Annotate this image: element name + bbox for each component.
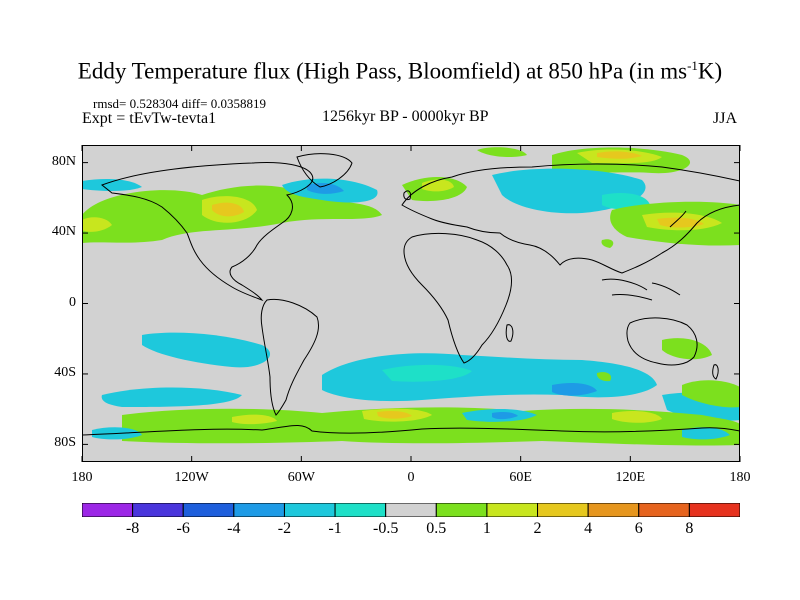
colorbar-label: 8 (685, 520, 694, 537)
contour-positive (82, 217, 112, 232)
contour-positive (377, 411, 412, 419)
colorbar-label: -0.5 (373, 520, 399, 537)
contour-negative (101, 387, 242, 407)
colorbar-segment (182, 503, 235, 517)
lat-label: 40S (54, 364, 76, 380)
contour-positive (612, 411, 662, 423)
contour-negative (307, 183, 344, 194)
coastline-japan (669, 210, 687, 228)
lon-label: 180 (729, 470, 751, 485)
colorbar-segment (334, 503, 387, 517)
lon-label: 180 (71, 470, 93, 485)
coastline-antarctica (82, 424, 740, 436)
world-map (82, 145, 740, 462)
lon-label: 120W (174, 470, 209, 485)
coastline-eurasia (401, 163, 740, 274)
contour-positive (657, 217, 704, 228)
coastline-australia (626, 317, 698, 366)
map-title: Eddy Temperature flux (High Pass, Bloomf… (77, 58, 723, 84)
contour-positive (232, 414, 277, 425)
contour-negative (552, 383, 597, 396)
rmsd-stats: rmsd= 0.528304 diff= 0.0358819 (93, 96, 266, 111)
coastline-new-zealand (712, 364, 719, 380)
contour-positive (422, 179, 454, 192)
contour-positive (477, 147, 527, 158)
colorbar-segment (233, 503, 285, 517)
coastlines (82, 153, 740, 436)
colorbar-segment (537, 503, 589, 517)
colorbar-label: 2 (533, 520, 542, 537)
lon-label: 60E (509, 470, 532, 485)
coastline-uk (403, 190, 411, 201)
period-label: 1256kyr BP - 0000kyr BP (322, 108, 489, 125)
coastline-africa (403, 232, 512, 364)
colorbar-label: 4 (584, 520, 593, 537)
contour-positive (122, 407, 740, 446)
colorbar-label: -8 (125, 520, 140, 537)
colorbar-label: -2 (277, 520, 292, 537)
experiment-label: Expt = tEvTw-tevta1 (82, 110, 217, 127)
lon-label: 120E (615, 470, 646, 485)
flux-contours (82, 147, 740, 446)
colorbar-segment (82, 503, 134, 517)
colorbar-label: -1 (328, 520, 342, 537)
colorbar-segment (688, 503, 740, 517)
contour-positive (682, 380, 740, 408)
colorbar-segment (638, 503, 690, 517)
lat-label: 80N (51, 153, 76, 169)
contour-positive (597, 151, 642, 159)
coastline-south-america (260, 298, 319, 416)
contour-negative (492, 412, 518, 420)
contour-negative (682, 427, 730, 440)
contour-negative (382, 364, 472, 382)
colorbar (82, 503, 740, 517)
colorbar-label: 6 (634, 520, 643, 537)
colorbar-segment (385, 503, 437, 517)
contour-positive (601, 239, 614, 248)
colorbar-segment (486, 503, 539, 517)
season-label: JJA (713, 110, 738, 127)
contour-positive (596, 372, 612, 382)
colorbar-segment (132, 503, 184, 517)
colorbar-segment (283, 503, 336, 517)
colorbar-label: -4 (227, 520, 241, 537)
contour-positive (662, 338, 712, 360)
contour-negative (82, 179, 142, 191)
lon-label: 60W (287, 470, 315, 485)
coastline-greenland (296, 153, 353, 188)
lon-label: 0 (407, 470, 415, 485)
contour-positive (212, 202, 244, 217)
coastline-north-america (101, 162, 314, 302)
lat-label: 80S (54, 435, 76, 451)
colorbar-label: 1 (482, 520, 491, 537)
colorbar-label: -6 (176, 520, 190, 537)
lat-label: 0 (69, 294, 76, 310)
colorbar-segment (435, 503, 488, 517)
contour-negative (142, 332, 271, 368)
colorbar-segment (587, 503, 640, 517)
coastline-madagascar (505, 324, 514, 342)
colorbar-label: 0.5 (426, 520, 447, 537)
lat-label: 40N (51, 224, 76, 240)
coastline-indonesia (601, 278, 681, 301)
